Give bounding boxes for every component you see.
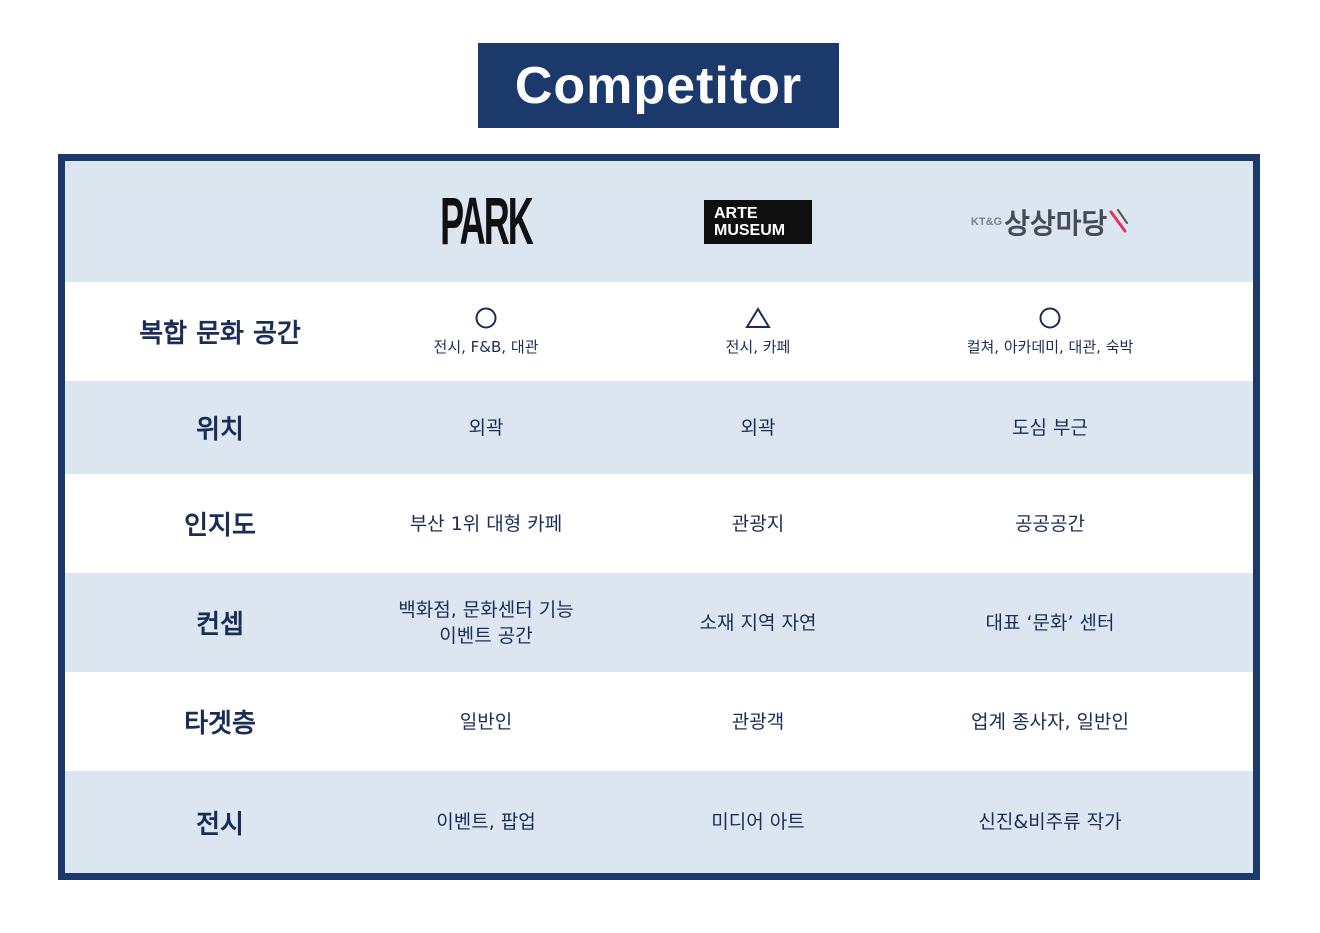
cell-text-line2: 이벤트 공간 (439, 624, 533, 647)
logo-ktg-sangsangmadang: KT&G 상상마당 (915, 161, 1185, 282)
row-label: 컨셉 (196, 610, 244, 640)
row-label: 타겟층 (184, 709, 256, 739)
park-logo-text: PARK (440, 183, 534, 259)
table-row: 컨셉 백화점, 문화센터 기능 이벤트 공간 소재 지역 자연 대표 ‘문화’ … (65, 573, 1253, 672)
cell-text: 이벤트, 팝업 (436, 811, 536, 833)
circle-mark-icon (1039, 307, 1061, 329)
table-row: 타겟층 일반인 관광객 업계 종사자, 일반인 (65, 672, 1253, 771)
ktg-logo-main: 상상마당 (1004, 206, 1108, 240)
row-label: 인지도 (184, 511, 256, 541)
table-row: 전시 이벤트, 팝업 미디어 아트 신진&비주류 작가 (65, 771, 1253, 873)
logo-arte-museum: ARTE MUSEUM (643, 161, 873, 282)
cell-text: 공공공간 (1015, 512, 1085, 535)
row-label: 위치 (196, 415, 244, 445)
ktg-logo-small: KT&G (970, 215, 1003, 228)
arte-museum-logo: ARTE MUSEUM (704, 199, 812, 244)
cell-text: 외곽 (468, 416, 504, 439)
table-row: 인지도 부산 1위 대형 카페 관광지 공공공간 (65, 474, 1253, 573)
table-header-row: PARK ARTE MUSEUM KT&G 상상마당 (65, 161, 1253, 282)
cell-text: 전시, F&B, 대관 (433, 338, 539, 356)
cell-text-line1: 백화점, 문화센터 기능 (398, 598, 574, 621)
cell-text: 일반인 (459, 710, 513, 733)
cell-text: 대표 ‘문화’ 센터 (985, 611, 1115, 634)
triangle-mark-icon (745, 307, 771, 328)
ktg-logo: KT&G 상상마당 (971, 202, 1129, 242)
arte-logo-line1: ARTE (714, 204, 758, 222)
table-row: 복합 문화 공간 전시, F&B, 대관 전시, 카페 컬쳐, 아카데미, 대관… (65, 282, 1253, 381)
cell-text: 관광객 (731, 710, 785, 733)
competitor-table: PARK ARTE MUSEUM KT&G 상상마당 복합 문화 공간 전시, … (58, 154, 1260, 880)
cell-text: 미디어 아트 (711, 811, 805, 833)
cell-text: 외곽 (740, 416, 776, 439)
cell-text: 신진&비주류 작가 (978, 811, 1122, 833)
cell-text: 소재 지역 자연 (699, 611, 817, 634)
row-label: 전시 (196, 809, 244, 840)
cell-text: 전시, 카페 (725, 338, 791, 356)
cell-text: 업계 종사자, 일반인 (971, 710, 1129, 733)
cell-text: 도심 부근 (1012, 416, 1088, 439)
cell-text: 컬쳐, 아카데미, 대관, 숙박 (966, 338, 1134, 356)
arte-logo-line2: MUSEUM (714, 221, 786, 239)
title-banner: Competitor (478, 43, 839, 128)
circle-mark-icon (475, 307, 497, 329)
page-title: Competitor (514, 56, 803, 115)
cell-text: 관광지 (731, 512, 785, 535)
row-label: 복합 문화 공간 (139, 319, 301, 349)
logo-park: PARK (371, 161, 601, 282)
cell-text: 부산 1위 대형 카페 (409, 512, 563, 535)
table-row: 위치 외곽 외곽 도심 부근 (65, 381, 1253, 474)
brush-mark-icon (1109, 208, 1129, 232)
